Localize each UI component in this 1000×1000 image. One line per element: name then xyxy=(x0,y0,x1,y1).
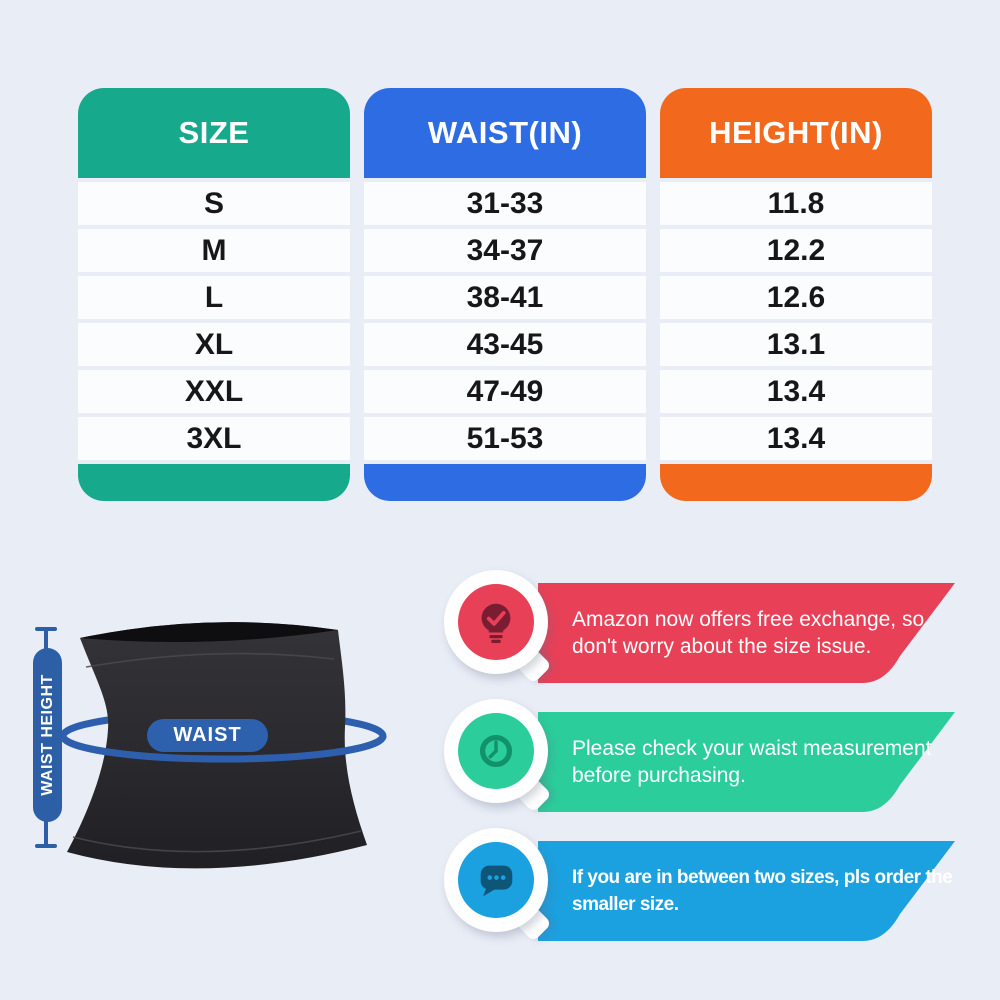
size-cell: XL xyxy=(78,323,350,366)
size-cell: XXL xyxy=(78,370,350,413)
waist-cell: 34-37 xyxy=(364,229,646,272)
size-column-header: SIZE xyxy=(78,88,350,178)
callout-banner-exchange xyxy=(538,583,956,683)
callout-text-between-sizes: If you are in between two sizes, pls ord… xyxy=(572,867,953,915)
clock-icon xyxy=(458,713,534,789)
callout-text-measure: Please check your waist measurement befo… xyxy=(572,737,932,787)
callout-badge-exchange xyxy=(442,568,552,684)
waist-measure-ellipse-front xyxy=(59,735,387,763)
height-column: HEIGHT(IN) 11.8 12.2 12.6 13.1 13.4 13.4 xyxy=(660,88,932,501)
height-cell: 13.4 xyxy=(660,370,932,413)
height-cell: 12.2 xyxy=(660,229,932,272)
waist-column-footer xyxy=(364,464,646,501)
waist-height-label-pill: WAIST HEIGHT xyxy=(33,648,62,822)
waist-cell: 43-45 xyxy=(364,323,646,366)
waist-height-label: WAIST HEIGHT xyxy=(38,674,56,796)
size-cell: 3XL xyxy=(78,417,350,460)
size-cell: L xyxy=(78,276,350,319)
size-cell: S xyxy=(78,182,350,225)
waist-cell: 31-33 xyxy=(364,182,646,225)
waist-label-pill: WAIST xyxy=(147,719,268,752)
waist-label: WAIST xyxy=(173,724,242,746)
height-tick-stem-top xyxy=(44,629,48,650)
callout-banner-between-sizes xyxy=(538,841,956,941)
height-cell: 13.1 xyxy=(660,323,932,366)
height-tick-bottom xyxy=(35,844,57,848)
callout-text-exchange: Amazon now offers free exchange, so don'… xyxy=(572,608,925,658)
height-cell: 13.4 xyxy=(660,417,932,460)
callout-badge-measure xyxy=(442,697,552,813)
waist-cell: 38-41 xyxy=(364,276,646,319)
height-cell: 11.8 xyxy=(660,182,932,225)
waist-cell: 51-53 xyxy=(364,417,646,460)
waist-column: WAIST(IN) 31-33 34-37 38-41 43-45 47-49 … xyxy=(364,88,646,501)
waist-cell: 47-49 xyxy=(364,370,646,413)
height-cell: 12.6 xyxy=(660,276,932,319)
size-column-footer xyxy=(78,464,350,501)
height-column-header: HEIGHT(IN) xyxy=(660,88,932,178)
size-cell: M xyxy=(78,229,350,272)
size-table: SIZE S M L XL XXL 3XL WAIST(IN) 31-33 34… xyxy=(78,88,932,501)
callout-banner-measure xyxy=(538,712,956,812)
callout-badge-between-sizes xyxy=(442,826,552,942)
height-tick-stem-bottom xyxy=(44,820,48,846)
waist-column-header: WAIST(IN) xyxy=(364,88,646,178)
size-column: SIZE S M L XL XXL 3XL xyxy=(78,88,350,501)
lightbulb-check-icon xyxy=(458,584,534,660)
garment-rim xyxy=(80,622,338,643)
chat-icon xyxy=(458,842,534,918)
height-column-footer xyxy=(660,464,932,501)
